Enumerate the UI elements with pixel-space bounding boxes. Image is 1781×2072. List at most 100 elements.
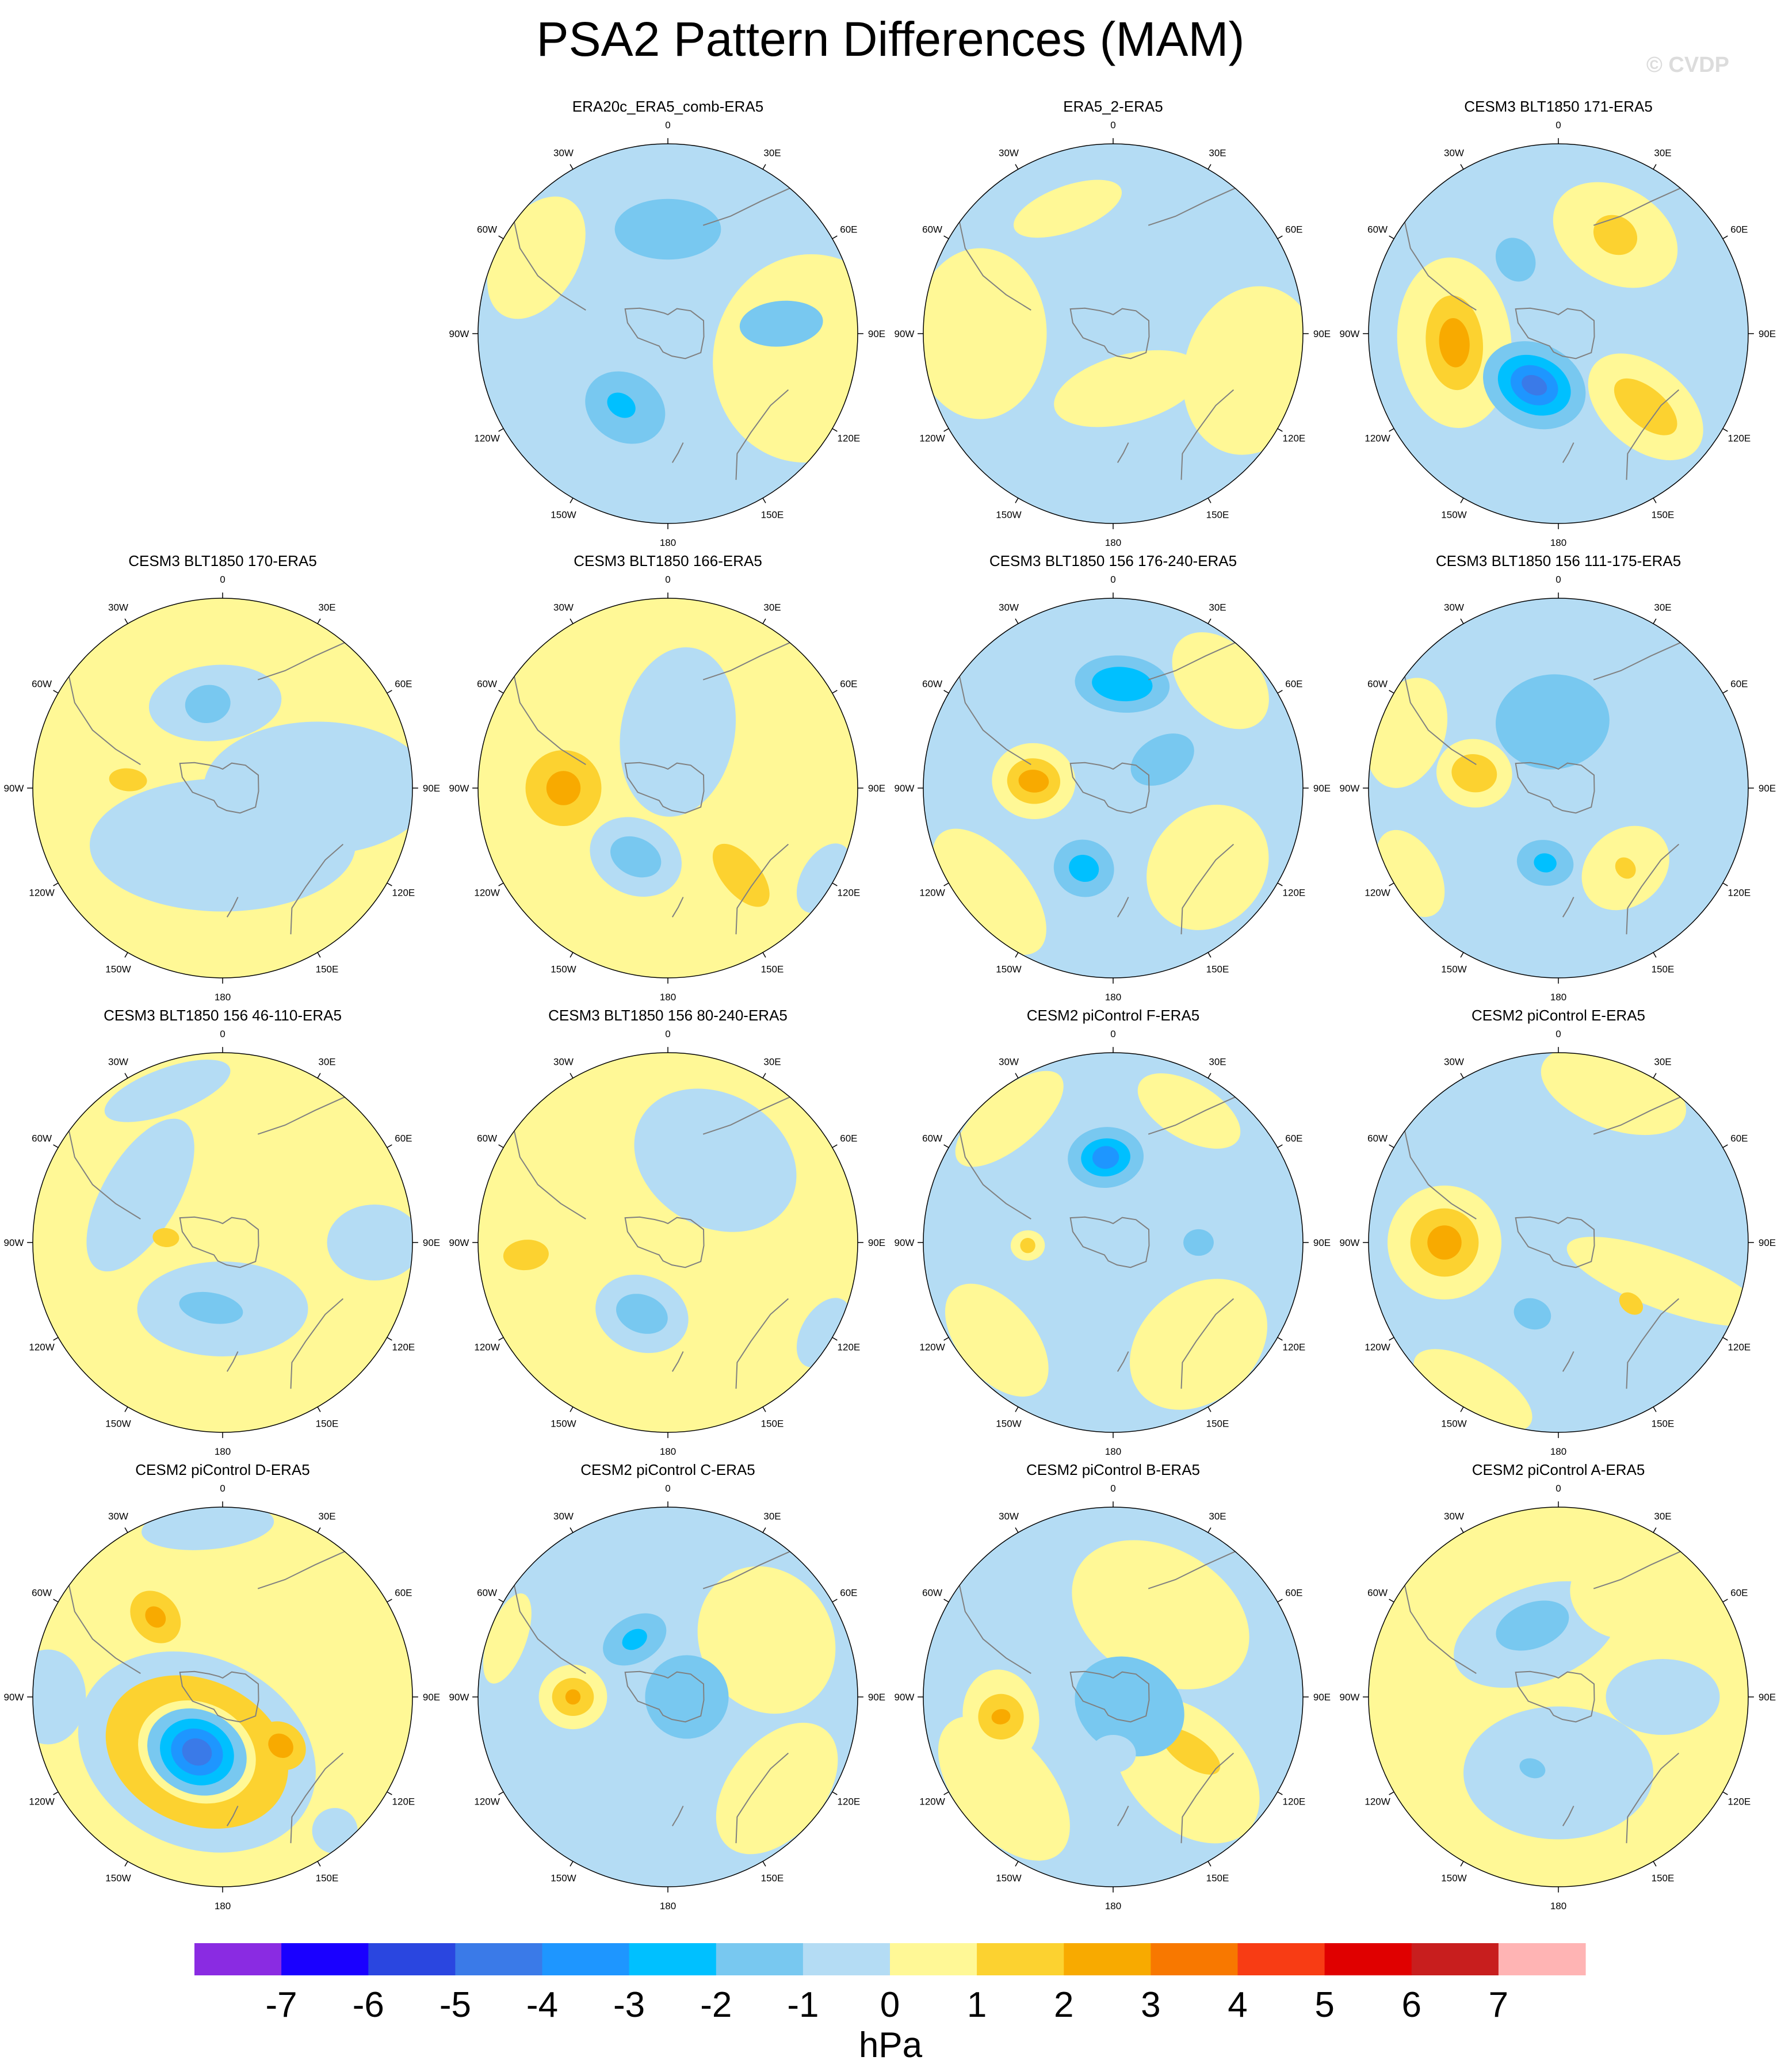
- lon-label: 120W: [1365, 1342, 1390, 1353]
- lon-label: 120E: [392, 888, 415, 899]
- contour-region: [1606, 1659, 1720, 1735]
- lon-label: 30W: [553, 1511, 574, 1522]
- lon-label: 90E: [868, 783, 885, 794]
- contour-region: [185, 685, 231, 724]
- lon-tick: [53, 1144, 59, 1148]
- lon-label: 60W: [1367, 679, 1388, 690]
- lon-label: 0: [220, 574, 225, 585]
- contour-region: [645, 1655, 729, 1739]
- contour-region: [1092, 1146, 1119, 1169]
- lon-label: 90W: [1340, 1692, 1360, 1703]
- lon-label: 60W: [922, 1588, 942, 1599]
- lon-tick: [570, 952, 574, 958]
- map-panel: CESM3 BLT1850 156 80-240-ERA5 0 30E 60E 90E 1…: [445, 1007, 890, 1461]
- new-zealand-coastline: [671, 897, 684, 918]
- south-america-coastline: [959, 221, 1031, 311]
- map-panel: ERA5_2-ERA5 0 30E 60E 90E 120E 150E 180 150W 120W…: [890, 98, 1336, 552]
- colorbar-tick-label: -5: [439, 1985, 471, 2025]
- africa-coastline: [1148, 642, 1236, 681]
- antarctica-coastline: [624, 307, 705, 360]
- lon-label: 120E: [392, 1342, 415, 1353]
- map-panel: CESM3 BLT1850 166-ERA5 0 30E 60E 90E 120E 150E…: [445, 552, 890, 1007]
- lon-label: 90E: [423, 783, 440, 794]
- lon-tick: [943, 1144, 949, 1148]
- new-zealand-coastline: [1562, 897, 1574, 918]
- antarctica-coastline: [179, 762, 259, 814]
- lon-tick: [124, 618, 128, 624]
- contour-region: [109, 768, 147, 792]
- contour-region: [620, 647, 736, 817]
- contour-region: [1534, 853, 1557, 873]
- lon-label: 90E: [1759, 328, 1776, 339]
- contour-region: [503, 1240, 549, 1271]
- lon-tick: [1277, 1599, 1283, 1603]
- lon-label: 30E: [1654, 1057, 1671, 1068]
- lon-label: 180: [660, 1446, 676, 1457]
- south-america-coastline: [959, 676, 1031, 765]
- lon-label: 150W: [551, 509, 576, 520]
- lon-label: 180: [1550, 992, 1566, 1003]
- antarctica-coastline: [624, 1216, 705, 1268]
- lon-label: 30E: [1654, 148, 1671, 159]
- south-america-coastline: [514, 676, 586, 765]
- lon-label: 30W: [999, 602, 1019, 613]
- contour-region: [487, 196, 586, 319]
- lon-label: 120E: [838, 433, 861, 444]
- panel-title: CESM3 BLT1850 156 111-175-ERA5: [1435, 552, 1681, 569]
- panel-title: CESM2 piControl A-ERA5: [1472, 1461, 1645, 1478]
- lon-label: 120E: [392, 1796, 415, 1807]
- colorbar-box: [194, 1943, 282, 1975]
- colorbar-tick-label: -3: [613, 1985, 645, 2025]
- lon-label: 90W: [449, 328, 469, 339]
- lon-label: 150E: [1652, 1418, 1675, 1429]
- lon-label: 60W: [32, 1588, 52, 1599]
- contour-region: [1496, 674, 1610, 770]
- antarctica-coastline: [1069, 307, 1150, 360]
- lon-label: 30W: [108, 602, 128, 613]
- contour-region: [1161, 1728, 1221, 1775]
- south-america-coastline: [1404, 1585, 1477, 1674]
- polar-map: 0 30E 60E 90E 120E 150E 180 150W 120W 90W 60W 30W: [895, 1483, 1331, 1912]
- lon-label: 150W: [551, 964, 576, 974]
- map-panel: CESM2 piControl D-ERA5 0 30E 60E 90E 120E 150E…: [0, 1461, 445, 1916]
- panel-title: CESM3 BLT1850 156 176-240-ERA5: [989, 552, 1237, 569]
- lon-label: 60W: [477, 679, 497, 690]
- lon-tick: [832, 428, 838, 432]
- lon-label: 60E: [1730, 224, 1748, 235]
- lon-tick: [1653, 498, 1657, 503]
- contour-region: [955, 1071, 1064, 1167]
- lon-label: 60E: [840, 679, 857, 690]
- australia-coastline: [1626, 1298, 1680, 1389]
- lon-label: 90E: [868, 1237, 885, 1248]
- africa-coastline: [702, 1551, 790, 1589]
- south-america-coastline: [1404, 1130, 1477, 1220]
- lon-tick: [943, 882, 949, 886]
- lon-tick: [1722, 235, 1728, 239]
- contour-region: [697, 1566, 836, 1714]
- lon-label: 0: [665, 574, 670, 585]
- contour-region: [268, 1733, 293, 1758]
- contour-region: [1614, 378, 1677, 435]
- colorbar-unit-label: hPa: [859, 2025, 923, 2065]
- antarctica-coastline: [1515, 762, 1595, 814]
- lon-tick: [1722, 428, 1728, 432]
- lon-tick: [1389, 1599, 1394, 1603]
- lon-label: 30W: [1444, 1057, 1464, 1068]
- contour-region: [1090, 1735, 1136, 1773]
- panel-title: CESM3 BLT1850 166-ERA5: [574, 552, 762, 569]
- lon-tick: [943, 1791, 949, 1795]
- panel-title: CESM2 piControl C-ERA5: [580, 1461, 755, 1478]
- polar-map: 0 30E 60E 90E 120E 150E 180 150W 120W 90W 60W 30W: [895, 574, 1331, 1003]
- new-zealand-coastline: [1562, 442, 1574, 463]
- antarctica-coastline: [179, 1216, 259, 1268]
- lon-label: 90W: [895, 783, 915, 794]
- contour-region: [716, 1722, 838, 1855]
- colorbar-box: [368, 1943, 456, 1975]
- lon-label: 120E: [1283, 433, 1306, 444]
- lon-label: 120W: [29, 1342, 54, 1353]
- south-america-coastline: [1404, 221, 1477, 311]
- lon-tick: [317, 1073, 321, 1079]
- lon-tick: [1460, 1406, 1464, 1412]
- lon-tick: [498, 428, 504, 432]
- lon-tick: [1460, 1861, 1464, 1867]
